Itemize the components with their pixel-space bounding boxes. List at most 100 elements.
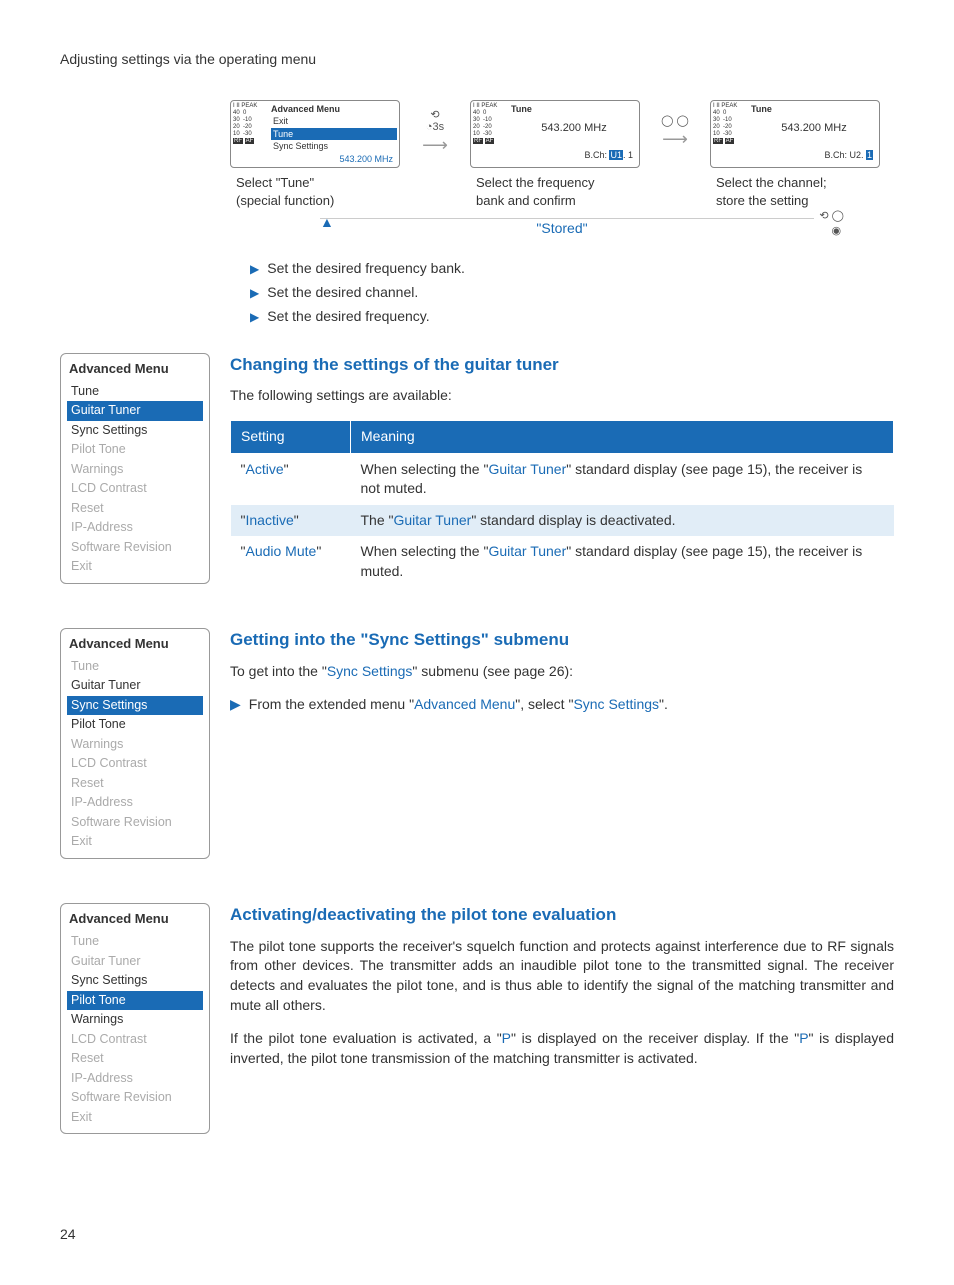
- section-guitar-tuner: Advanced Menu TuneGuitar TunerSync Setti…: [60, 353, 894, 604]
- lcd-main: 543.200 MHz: [511, 121, 637, 136]
- side-menu-item: LCD Contrast: [67, 479, 203, 499]
- arrow-icon: ⟶: [662, 127, 688, 152]
- table-row: "Inactive"The "Guitar Tuner" standard di…: [231, 505, 894, 537]
- page-number: 24: [60, 1225, 76, 1245]
- lcd-row-highlighted: Tune: [271, 128, 397, 141]
- page: Adjusting settings via the operating men…: [0, 0, 954, 1285]
- intro-text: The following settings are available:: [230, 386, 894, 406]
- side-menu-item: Warnings: [67, 1010, 203, 1030]
- lcd-sub: B.Ch: U2. 1: [751, 149, 877, 162]
- side-menu-items: TuneGuitar TunerSync SettingsPilot ToneW…: [67, 932, 203, 1127]
- side-menu-item: Pilot Tone: [67, 440, 203, 460]
- side-menu-items: TuneGuitar TunerSync SettingsPilot ToneW…: [67, 382, 203, 577]
- table-header: Setting: [231, 420, 351, 453]
- bullet-item: ▶Set the desired frequency.: [250, 307, 894, 327]
- inline-link: P: [799, 1030, 808, 1046]
- side-menu-item: Sync Settings: [67, 696, 203, 716]
- side-menu-item: Pilot Tone: [67, 991, 203, 1011]
- flow-caption: Select the channel; store the setting: [710, 172, 880, 212]
- inline-link[interactable]: Advanced Menu: [414, 696, 515, 712]
- dial-icon: ⟲◔3s: [426, 109, 444, 133]
- lcd-body: Tune 543.200 MHz B.Ch: U2. 1: [751, 103, 877, 165]
- section-pilot-tone: Advanced Menu TuneGuitar TunerSync Setti…: [60, 903, 894, 1154]
- side-menu-title: Advanced Menu: [67, 358, 203, 382]
- lcd-2: I II PEAK 40 0 30 -10 20 -20 10 -30 RF A…: [470, 100, 640, 168]
- side-menu-item: Tune: [67, 932, 203, 952]
- side-menu-title: Advanced Menu: [67, 908, 203, 932]
- side-menu-item: Warnings: [67, 460, 203, 480]
- side-menu-item: IP-Address: [67, 518, 203, 538]
- bullet-item: ▶Set the desired frequency bank.: [250, 259, 894, 279]
- inline-link[interactable]: Sync Settings: [327, 663, 413, 679]
- inline-link: P: [502, 1030, 511, 1046]
- side-menu-item: Software Revision: [67, 1088, 203, 1108]
- lcd-body: Advanced Menu Exit Tune Sync Settings 54…: [271, 103, 397, 165]
- side-menu-item: Guitar Tuner: [67, 952, 203, 972]
- section-heading: Getting into the "Sync Settings" submenu: [230, 628, 894, 652]
- lcd-sub: B.Ch: U1. 1: [511, 149, 637, 162]
- side-menu-title: Advanced Menu: [67, 633, 203, 657]
- table-row: "Active"When selecting the "Guitar Tuner…: [231, 453, 894, 505]
- flow-arrow: ◯ ◯ ⟶: [650, 100, 700, 168]
- lcd-title: Tune: [511, 103, 637, 116]
- flow-step-3: I II PEAK 40 0 30 -10 20 -20 10 -30 RF A…: [710, 100, 880, 212]
- table-cell-meaning: When selecting the "Guitar Tuner" standa…: [351, 536, 894, 587]
- side-menu-item: IP-Address: [67, 793, 203, 813]
- lcd-row: Sync Settings: [271, 140, 397, 153]
- lcd-1: I II PEAK 40 0 30 -10 20 -20 10 -30 RF A…: [230, 100, 400, 168]
- table-cell-setting: "Inactive": [231, 505, 351, 537]
- lcd-title: Tune: [751, 103, 877, 116]
- triangle-icon: ▶: [230, 695, 241, 715]
- side-menu-item: Reset: [67, 1049, 203, 1069]
- stored-label: "Stored": [536, 220, 587, 236]
- side-menu-item: Exit: [67, 1108, 203, 1128]
- flow-caption: Select the frequency bank and confirm: [470, 172, 640, 212]
- bullet-list: ▶Set the desired frequency bank. ▶Set th…: [250, 259, 894, 327]
- arrow-up-icon: ▲: [320, 213, 334, 233]
- table-header: Meaning: [351, 420, 894, 453]
- side-menu-item: LCD Contrast: [67, 754, 203, 774]
- triangle-icon: ▶: [250, 259, 259, 279]
- side-menu-item: Tune: [67, 382, 203, 402]
- side-menu-item: Guitar Tuner: [67, 401, 203, 421]
- side-menu-item: Sync Settings: [67, 971, 203, 991]
- lcd-title: Advanced Menu: [271, 103, 397, 116]
- lcd-scale: I II PEAK 40 0 30 -10 20 -20 10 -30 RF A…: [473, 103, 509, 165]
- section-heading: Activating/deactivating the pilot tone e…: [230, 903, 894, 927]
- side-menu-item: Software Revision: [67, 538, 203, 558]
- arrow-icon: ⟶: [422, 133, 448, 158]
- table-cell-setting: "Audio Mute": [231, 536, 351, 587]
- flow-diagram: I II PEAK 40 0 30 -10 20 -20 10 -30 RF A…: [230, 100, 894, 212]
- page-title: Adjusting settings via the operating men…: [60, 50, 894, 70]
- flow-caption: Select "Tune" (special function): [230, 172, 400, 212]
- body-text: The pilot tone supports the receiver's s…: [230, 937, 894, 1015]
- side-menu-item: Exit: [67, 832, 203, 852]
- return-icon: ⟲ ◯ ◉: [819, 209, 844, 240]
- side-menu-item: Pilot Tone: [67, 715, 203, 735]
- side-menu-item: Exit: [67, 557, 203, 577]
- flow-arrow: ⟲◔3s ⟶: [410, 100, 460, 168]
- lcd-scale: I II PEAK 40 0 30 -10 20 -20 10 -30 RF A…: [713, 103, 749, 165]
- table-row: "Audio Mute"When selecting the "Guitar T…: [231, 536, 894, 587]
- side-menu-2: Advanced Menu TuneGuitar TunerSync Setti…: [60, 628, 210, 859]
- section-sync-settings: Advanced Menu TuneGuitar TunerSync Setti…: [60, 628, 894, 879]
- side-menu-item: IP-Address: [67, 1069, 203, 1089]
- side-menu-items: TuneGuitar TunerSync SettingsPilot ToneW…: [67, 657, 203, 852]
- lcd-row: Exit: [271, 115, 397, 128]
- lcd-body: Tune 543.200 MHz B.Ch: U1. 1: [511, 103, 637, 165]
- side-menu-item: Reset: [67, 774, 203, 794]
- side-menu-item: Software Revision: [67, 813, 203, 833]
- triangle-icon: ▶: [250, 283, 259, 303]
- body-text: If the pilot tone evaluation is activate…: [230, 1029, 894, 1068]
- lcd-freq: 543.200 MHz: [271, 153, 397, 166]
- stored-row: ▲ "Stored" ⟲ ◯ ◉: [230, 219, 894, 239]
- flow-step-2: I II PEAK 40 0 30 -10 20 -20 10 -30 RF A…: [470, 100, 640, 212]
- inline-link[interactable]: Sync Settings: [573, 696, 659, 712]
- side-menu-1: Advanced Menu TuneGuitar TunerSync Setti…: [60, 353, 210, 584]
- lcd-3: I II PEAK 40 0 30 -10 20 -20 10 -30 RF A…: [710, 100, 880, 168]
- side-menu-item: Tune: [67, 657, 203, 677]
- table-cell-setting: "Active": [231, 453, 351, 505]
- side-menu-item: Warnings: [67, 735, 203, 755]
- settings-table: Setting Meaning "Active"When selecting t…: [230, 420, 894, 588]
- intro-text: To get into the "Sync Settings" submenu …: [230, 662, 894, 682]
